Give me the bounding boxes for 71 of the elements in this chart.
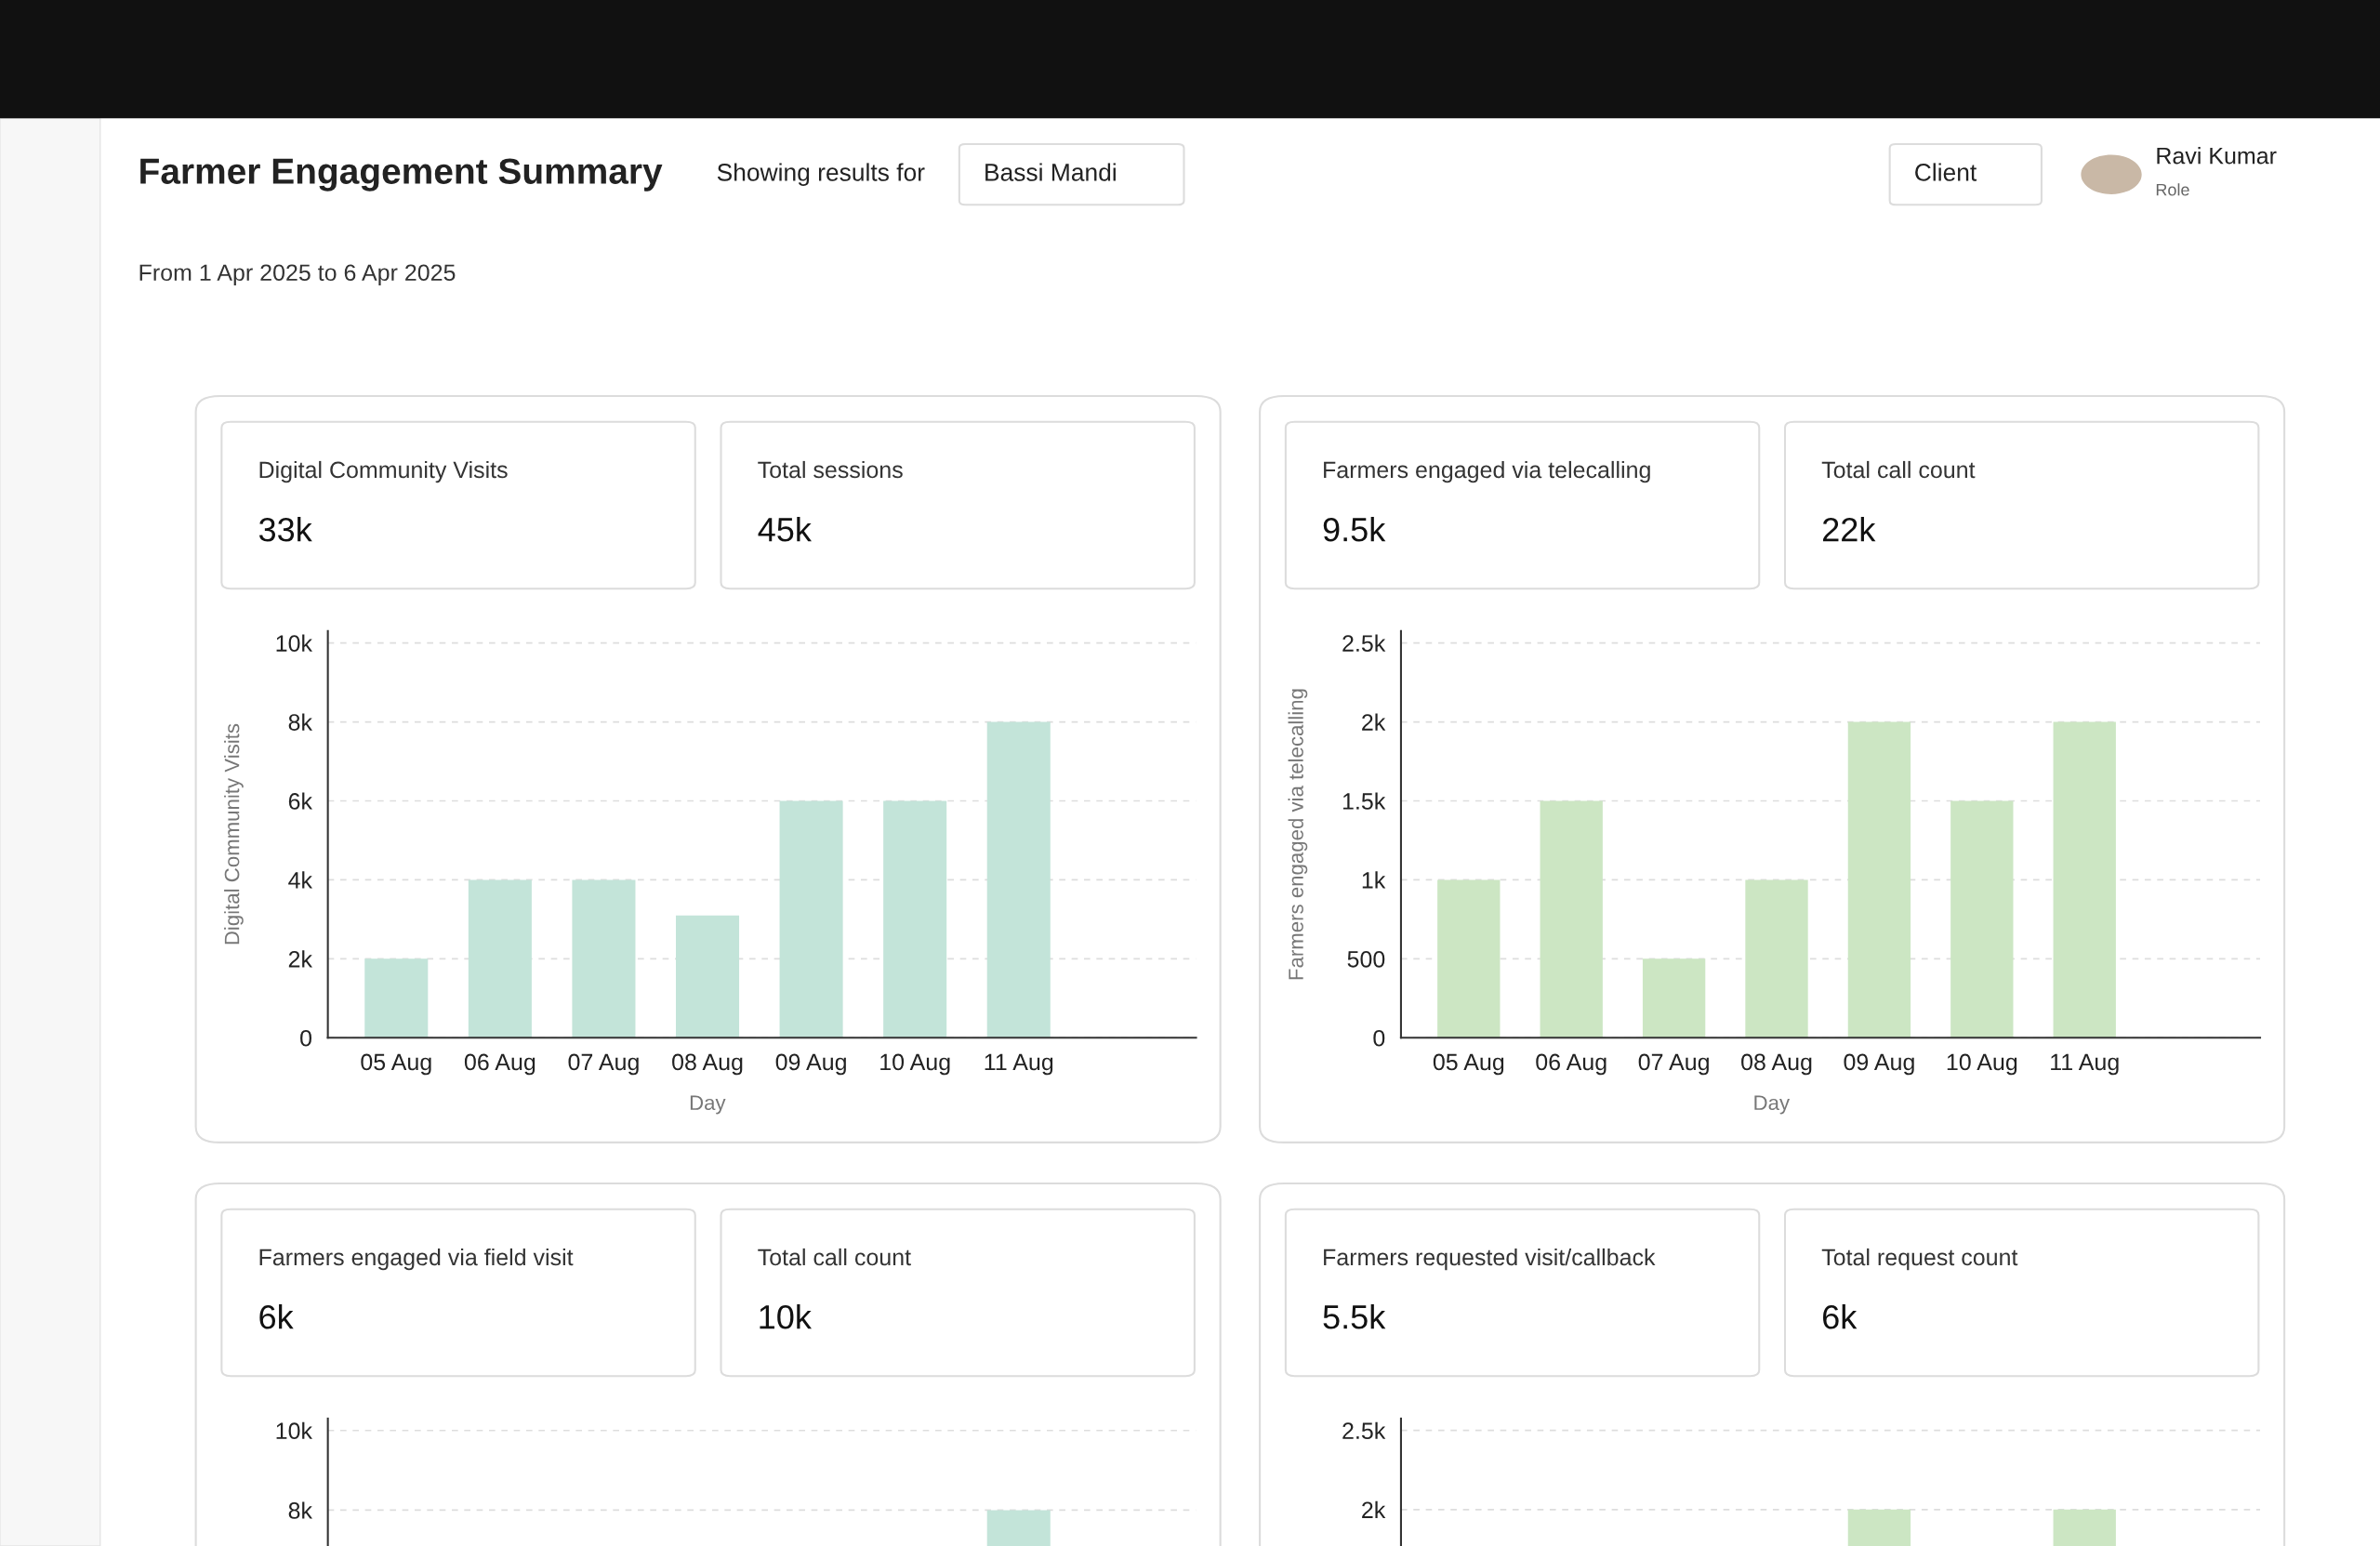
y-tick-label: 1.5k (1342, 792, 1386, 810)
bar (1540, 800, 1603, 1038)
bar (779, 800, 843, 1038)
y-tick-label: 8k (288, 1501, 313, 1519)
y-tick-label: 4k (288, 871, 313, 889)
text: 33k (258, 517, 312, 542)
y-tick-label: 10k (276, 634, 313, 652)
y-tick-label: 6k (288, 792, 313, 810)
x-tick-label: 05 Aug (1433, 1053, 1504, 1076)
y-tick-label: 2.5k (1342, 634, 1386, 652)
x-tick-label: 09 Aug (1844, 1053, 1914, 1076)
text: 5.5k (1323, 1304, 1386, 1329)
y-tick-label: 8k (288, 713, 313, 731)
y-tick-label: 1k (1362, 871, 1386, 889)
x-axis-title: Day (1754, 1095, 1791, 1115)
text: Showing results for (717, 163, 925, 186)
text: Client (1915, 163, 1977, 181)
bar (675, 915, 740, 1038)
text: Total call count (1821, 460, 1976, 479)
bar (468, 879, 532, 1038)
bar (572, 879, 636, 1038)
bar (1437, 879, 1501, 1038)
text: Total sessions (758, 460, 903, 479)
y-axis-title: Farmers engaged via telecalling (1288, 689, 1308, 980)
text: Total request count (1821, 1248, 2018, 1271)
text: From 1 Apr 2025 to 6 Apr 2025 (139, 264, 456, 286)
x-tick-label: 06 Aug (464, 1053, 536, 1076)
y-tick-label: 2k (1362, 1500, 1386, 1518)
x-tick-label: 08 Aug (672, 1053, 743, 1076)
text: Total call count (758, 1248, 911, 1266)
x-tick-label: 11 Aug (2051, 1053, 2119, 1076)
text: Farmers engaged via field visit (259, 1248, 574, 1271)
text: Farmers requested visit/callback (1324, 1248, 1656, 1271)
y-tick-label: 500 (1347, 950, 1385, 968)
text: Digital Community Visits (259, 460, 508, 483)
text: 9.5k (1323, 517, 1386, 542)
bar (883, 800, 947, 1038)
text: Ravi Kumar (2157, 147, 2277, 165)
x-tick-label: 10 Aug (880, 1053, 950, 1076)
text: 45k (758, 517, 812, 542)
text: Farmer Engagement Summary (140, 158, 663, 192)
y-tick-label: 2k (1362, 713, 1386, 731)
y-tick-label: 10k (276, 1421, 313, 1440)
y-tick-label: 2.5k (1342, 1421, 1386, 1439)
x-axis-title: Day (690, 1095, 726, 1115)
x-tick-label: 05 Aug (361, 1053, 431, 1076)
x-tick-label: 06 Aug (1536, 1053, 1606, 1076)
text: 22k (1823, 517, 1876, 542)
y-tick-label: 0 (300, 1029, 312, 1047)
bar (1950, 800, 2014, 1038)
bar (364, 958, 429, 1038)
bar (2053, 721, 2116, 1038)
y-tick-label: 0 (1373, 1029, 1385, 1047)
x-tick-label: 07 Aug (1638, 1053, 1709, 1076)
x-tick-label: 09 Aug (775, 1053, 846, 1076)
y-axis-title: Digital Community Visits (224, 723, 244, 945)
y-tick-label: 2k (288, 950, 313, 968)
text: 6k (1823, 1304, 1858, 1329)
bar (1847, 721, 1911, 1038)
bar (1745, 879, 1808, 1038)
x-tick-label: 10 Aug (1947, 1053, 2017, 1076)
bar (1642, 958, 1706, 1038)
x-tick-label: 08 Aug (1741, 1053, 1812, 1076)
text: Farmers engaged via telecalling (1324, 460, 1650, 483)
text: Role (2156, 183, 2189, 196)
text: Bassi Mandi (985, 163, 1116, 181)
x-tick-label: 07 Aug (568, 1053, 639, 1076)
bar (986, 721, 1051, 1038)
x-tick-label: 11 Aug (985, 1053, 1053, 1076)
text: 10k (760, 1304, 812, 1329)
text: 6k (259, 1304, 294, 1329)
